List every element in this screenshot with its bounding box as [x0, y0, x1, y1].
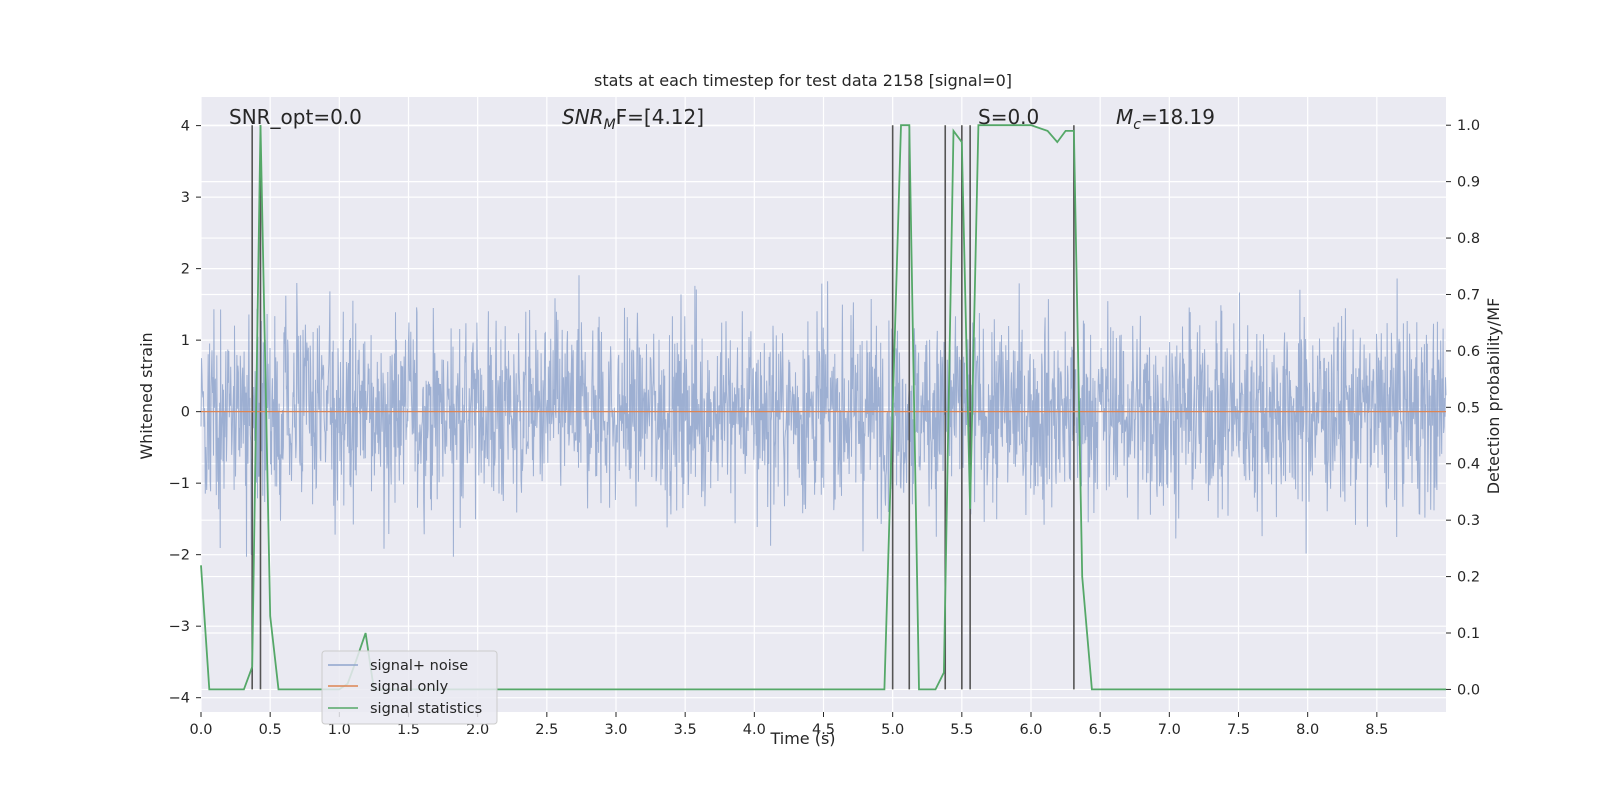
y-left-tick-label: −4: [169, 691, 190, 707]
y-right-tick-label: 0.1: [1457, 626, 1480, 642]
x-tick-label: 3.0: [604, 722, 627, 738]
legend-label-signal-statistics: signal statistics: [370, 701, 482, 717]
signal-noise-series: [200, 275, 1447, 557]
x-tick-label: 1.5: [397, 722, 420, 738]
x-tick-label: 2.5: [535, 722, 558, 738]
y-left-tick-label: 3: [181, 190, 190, 206]
y-left-tick-label: −3: [169, 619, 190, 635]
x-tick-label: 2.0: [466, 722, 489, 738]
y-left-tick-label: 0: [181, 405, 190, 421]
signal-statistics-line: [200, 124, 1446, 691]
y-axis-left-label: Whitened strain: [137, 332, 156, 459]
y-right-tick-label: 0.6: [1457, 344, 1480, 360]
x-tick-label: 5.0: [881, 722, 904, 738]
x-tick-label: 6.0: [1019, 722, 1042, 738]
annotation-snr-mf: SNRMF=[4.12]: [562, 105, 704, 133]
x-tick-label: 5.5: [950, 722, 973, 738]
x-tick-label: 6.5: [1089, 722, 1112, 738]
annotation-snr-opt: SNR_opt=0.0: [229, 105, 362, 129]
x-tick-label: 4.5: [812, 722, 835, 738]
x-tick-label: 1.0: [328, 722, 351, 738]
y-left-tick-label: −2: [169, 548, 190, 564]
y-right-tick-label: 1.0: [1457, 118, 1480, 134]
y-axis-left-ticks: 4 3 2 1 0 −1 −2 −3 −4: [169, 119, 201, 707]
y-left-tick-label: −1: [169, 476, 190, 492]
legend-label-signal-noise: signal+ noise: [370, 658, 468, 674]
y-right-tick-label: 0.2: [1457, 570, 1480, 586]
y-axis-right-label: Detection probability/MF: [1484, 298, 1503, 495]
x-tick-label: 8.5: [1365, 722, 1388, 738]
signal-noise-line: [200, 275, 1447, 557]
legend-label-signal-only: signal only: [370, 679, 449, 695]
y-right-tick-label: 0.4: [1457, 457, 1480, 473]
legend-box: [321, 650, 498, 725]
y-left-tick-label: 1: [181, 333, 190, 349]
y-right-tick-label: 0.7: [1457, 287, 1480, 303]
x-tick-label: 4.0: [743, 722, 766, 738]
x-axis-label: Time (s): [769, 729, 835, 748]
y-left-tick-label: 4: [181, 119, 190, 135]
annotation-s: S=0.0: [978, 105, 1039, 129]
x-tick-label: 3.5: [674, 722, 697, 738]
y-left-tick-label: 2: [181, 262, 190, 278]
annotation-mc: Mc=18.19: [1116, 105, 1215, 133]
x-tick-label: 7.0: [1158, 722, 1181, 738]
chart-title: stats at each timestep for test data 215…: [594, 71, 1012, 90]
signal-statistics-series: [200, 124, 1446, 691]
legend: signal+ noise signal only signal statist…: [321, 650, 498, 725]
x-tick-label: 7.5: [1227, 722, 1250, 738]
y-axis-right-ticks: 1.0 0.9 0.8 0.7 0.6 0.5 0.4 0.3 0.2 0.1 0.0: [1446, 118, 1480, 698]
x-axis-ticks: 0.0 0.5 1.0 1.5 2.0 2.5 3.0 3.5 4.0 4.5 5.0 5.5 6.0 6…: [189, 712, 1388, 738]
y-right-tick-label: 0.8: [1457, 231, 1480, 247]
x-tick-label: 8.0: [1296, 722, 1319, 738]
y-right-tick-label: 0.5: [1457, 400, 1480, 416]
y-right-tick-label: 0.0: [1457, 682, 1480, 698]
y-right-tick-label: 0.3: [1457, 513, 1480, 529]
y-right-tick-label: 0.9: [1457, 175, 1480, 191]
x-tick-label: 0.0: [189, 722, 212, 738]
x-tick-label: 0.5: [259, 722, 282, 738]
